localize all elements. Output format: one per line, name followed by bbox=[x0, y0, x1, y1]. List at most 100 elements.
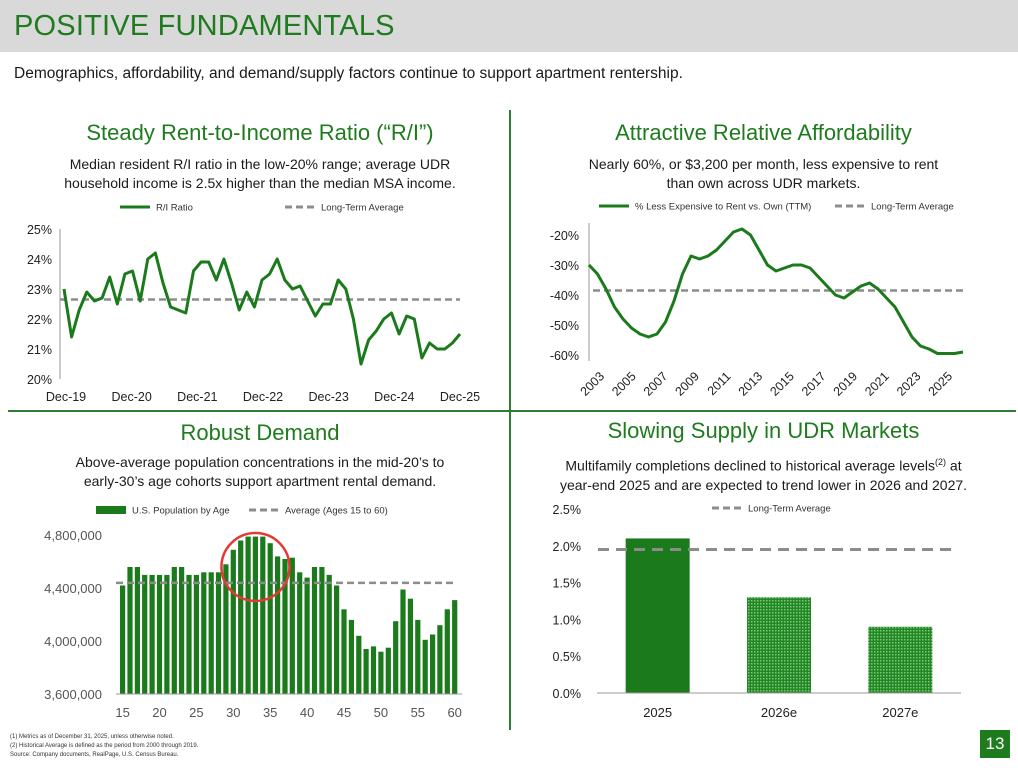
affordability-panel-desc: Nearly 60%, or $3,200 per month, less ex… bbox=[511, 155, 1016, 193]
x-tick-label: 2023 bbox=[894, 369, 924, 399]
population-bar bbox=[407, 598, 413, 694]
x-tick-label: 2025 bbox=[926, 369, 956, 399]
footnote-ref: (2) bbox=[935, 457, 947, 467]
demand-desc-line2: early-30’s age cohorts support apartment… bbox=[83, 473, 437, 489]
population-bar bbox=[215, 572, 222, 694]
ri-panel-desc: Median resident R/I ratio in the low-20%… bbox=[10, 155, 510, 193]
supply-panel-desc: Multifamily completions declined to hist… bbox=[511, 453, 1016, 495]
legend-label: Long-Term Average bbox=[321, 203, 404, 214]
affordability-desc-line2: than own across UDR markets. bbox=[666, 175, 861, 191]
x-tick-label: 15 bbox=[115, 705, 129, 720]
y-tick-label: 2.0% bbox=[553, 540, 582, 554]
page-number: 13 bbox=[980, 730, 1010, 758]
x-tick-label: Dec-20 bbox=[112, 390, 152, 404]
population-bar bbox=[304, 577, 310, 694]
population-bar bbox=[341, 609, 347, 694]
x-tick-label: 2026e bbox=[761, 705, 797, 720]
x-tick-label: Dec-22 bbox=[243, 390, 283, 404]
supply-panel-title: Slowing Supply in UDR Markets bbox=[607, 418, 920, 443]
x-tick-label: 60 bbox=[447, 705, 461, 720]
y-tick-label: 0.5% bbox=[553, 650, 582, 664]
supply-chart: Long-Term Average 2.5% 2.0% 1.5% 1.0% 0.5% 0.0… bbox=[553, 503, 961, 720]
x-tick-label: 35 bbox=[263, 705, 277, 720]
x-tick-label: 25 bbox=[189, 705, 203, 720]
affordability-panel-title: Attractive Relative Affordability bbox=[615, 120, 912, 145]
x-tick-label: 50 bbox=[374, 705, 388, 720]
population-bar bbox=[275, 556, 281, 694]
y-tick-label: 1.5% bbox=[553, 577, 582, 591]
x-tick-label: 2025 bbox=[643, 705, 672, 720]
y-tick-label: 3,600,000 bbox=[44, 687, 102, 702]
x-tick-label: 2027e bbox=[882, 705, 918, 720]
population-bar bbox=[201, 572, 207, 694]
x-tick-label: Dec-25 bbox=[440, 390, 480, 404]
population-bar bbox=[297, 572, 303, 694]
x-tick-label: 2021 bbox=[862, 369, 892, 399]
affordability-desc-line1: Nearly 60%, or $3,200 per month, less ex… bbox=[588, 156, 939, 172]
legend-label: U.S. Population by Age bbox=[132, 506, 230, 517]
legend-swatch bbox=[96, 506, 126, 514]
population-bar bbox=[179, 567, 185, 694]
population-bar bbox=[260, 536, 266, 694]
population-bar bbox=[400, 589, 406, 694]
population-bar bbox=[208, 572, 214, 694]
vertical-divider bbox=[509, 110, 511, 730]
population-bar bbox=[430, 634, 436, 694]
footnote-2: (2) Historical Average is defined as the… bbox=[10, 743, 199, 749]
y-tick-label: -30% bbox=[550, 259, 579, 273]
x-tick-label: Dec-24 bbox=[374, 390, 414, 404]
population-bar bbox=[356, 635, 362, 694]
y-tick-label: 20% bbox=[27, 373, 52, 387]
population-bar bbox=[452, 600, 458, 694]
y-tick-label: 4,400,000 bbox=[44, 581, 102, 596]
demand-desc-line1: Above-average population concentrations … bbox=[75, 454, 445, 470]
x-tick-label: 45 bbox=[337, 705, 351, 720]
population-bar bbox=[186, 574, 192, 694]
x-tick-label: Dec-19 bbox=[46, 390, 86, 404]
ri-chart: R/I Ratio Long-Term Average 25% 24% 23% 22% 21… bbox=[27, 203, 480, 405]
ri-series-line bbox=[62, 251, 462, 366]
y-tick-label: 0.0% bbox=[553, 687, 582, 701]
population-bar bbox=[415, 619, 421, 694]
population-bar bbox=[326, 574, 332, 694]
y-tick-label: -40% bbox=[550, 289, 579, 303]
y-tick-label: 2.5% bbox=[553, 503, 582, 517]
demand-panel-desc: Above-average population concentrations … bbox=[10, 453, 510, 491]
population-bar bbox=[437, 625, 443, 694]
population-bar bbox=[422, 639, 428, 694]
supply-bar bbox=[625, 538, 690, 693]
y-tick-label: 1.0% bbox=[553, 613, 582, 627]
page-title: POSITIVE FUNDAMENTALS bbox=[14, 10, 395, 42]
y-tick-label: 22% bbox=[27, 313, 52, 327]
population-bar bbox=[289, 557, 295, 694]
population-bar bbox=[393, 621, 399, 694]
population-bar bbox=[363, 649, 369, 694]
x-tick-label: 30 bbox=[226, 705, 240, 720]
x-tick-label: 40 bbox=[300, 705, 314, 720]
population-bar bbox=[142, 574, 148, 694]
legend-label: Long-Term Average bbox=[748, 504, 831, 515]
y-tick-label: -60% bbox=[550, 349, 579, 363]
population-bar bbox=[385, 647, 391, 694]
population-bar bbox=[444, 609, 450, 694]
y-tick-label: 21% bbox=[27, 343, 52, 357]
x-tick-label: Dec-23 bbox=[309, 390, 349, 404]
population-bar bbox=[311, 567, 318, 694]
source-note: Source: Company documents, RealPage, U.S… bbox=[10, 752, 179, 758]
supply-desc-text: Multifamily completions declined to hist… bbox=[565, 457, 936, 474]
x-tick-label: 20 bbox=[152, 705, 166, 720]
population-bar bbox=[223, 564, 229, 694]
ri-desc-line1: Median resident R/I ratio in the low-20%… bbox=[69, 156, 451, 172]
footnote-1: (1) Metrics as of December 31, 2025, unl… bbox=[10, 734, 174, 740]
x-tick-label: 2017 bbox=[799, 369, 829, 399]
page-subtitle: Demographics, affordability, and demand/… bbox=[14, 65, 683, 82]
legend-label: R/I Ratio bbox=[156, 203, 193, 214]
ri-desc-line2: household income is 2.5x higher than the… bbox=[64, 175, 456, 191]
legend-label: % Less Expensive to Rent vs. Own (TTM) bbox=[635, 202, 811, 213]
x-tick-label: 2003 bbox=[578, 369, 608, 399]
y-tick-label: 4,000,000 bbox=[44, 634, 102, 649]
x-tick-label: 2015 bbox=[767, 369, 797, 399]
y-tick-label: 24% bbox=[27, 253, 52, 267]
x-tick-label: 2005 bbox=[609, 369, 639, 399]
supply-desc-line1: Multifamily completions declined to hist… bbox=[511, 453, 1016, 476]
